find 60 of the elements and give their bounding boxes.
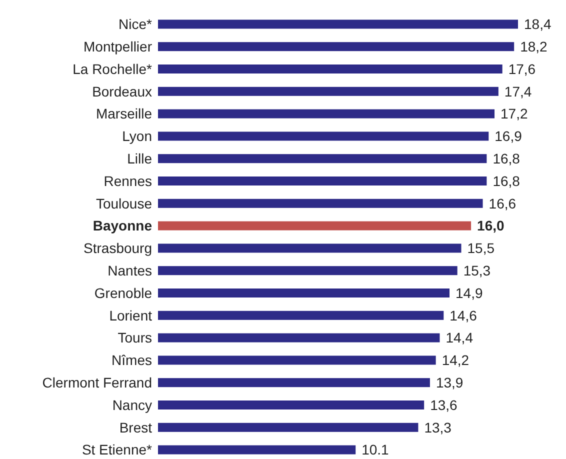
bar xyxy=(158,422,418,432)
y-tick-label: St Etienne* xyxy=(82,442,153,458)
data-label: 10.1 xyxy=(362,442,390,458)
bar xyxy=(158,445,356,454)
y-tick-label: Strasbourg xyxy=(84,240,152,256)
bar xyxy=(158,288,450,298)
y-tick-label: Lorient xyxy=(109,307,152,324)
y-tick-label: Nantes xyxy=(108,262,152,278)
y-tick-label: Nîmes xyxy=(112,352,152,368)
y-tick-label: Bordeaux xyxy=(92,83,152,100)
data-label: 16,0 xyxy=(477,218,505,234)
data-label: 16,8 xyxy=(492,172,520,189)
bar xyxy=(158,400,424,410)
data-label: 16,6 xyxy=(488,195,516,212)
y-tick-label: Grenoble xyxy=(94,284,152,301)
data-label: 15,3 xyxy=(463,262,491,278)
data-label: 14,9 xyxy=(456,284,483,301)
y-tick-label: Toulouse xyxy=(96,195,152,212)
y-tick-label: Montpellier xyxy=(84,38,152,54)
bar xyxy=(158,64,502,74)
bar xyxy=(158,42,514,52)
y-tick-label: Lille xyxy=(127,150,152,166)
y-tick-label: La Rochelle* xyxy=(72,60,153,77)
bar xyxy=(158,244,462,253)
data-label: 16,9 xyxy=(494,128,522,144)
y-tick-label: Marseille xyxy=(96,106,152,122)
data-label: 16,8 xyxy=(492,150,520,166)
data-label: 18,4 xyxy=(524,16,552,32)
y-tick-label: Clermont Ferrand xyxy=(42,374,152,390)
data-label: 17,4 xyxy=(504,83,532,100)
y-tick-label: Nice* xyxy=(118,16,153,32)
data-label: 18,2 xyxy=(520,38,548,54)
y-tick-label: Brest xyxy=(119,419,152,436)
y-tick-label: Lyon xyxy=(122,128,152,144)
data-label: 13,6 xyxy=(430,396,458,413)
bar xyxy=(158,132,489,141)
bar xyxy=(158,310,444,320)
data-label: 15,5 xyxy=(467,240,495,256)
data-label: 17,6 xyxy=(508,60,536,77)
data-label: 14,4 xyxy=(446,330,474,346)
bar xyxy=(158,221,472,230)
data-label: 17,2 xyxy=(500,106,528,122)
data-label: 14,2 xyxy=(442,352,470,368)
data-label: 13,3 xyxy=(424,419,452,436)
bar xyxy=(158,109,495,118)
bar xyxy=(158,154,487,164)
bar xyxy=(158,198,483,208)
bar xyxy=(158,266,458,276)
data-label: 14,6 xyxy=(450,307,478,324)
y-tick-label: Nancy xyxy=(112,396,152,413)
bar xyxy=(158,20,518,29)
y-tick-label: Tours xyxy=(118,330,152,346)
bar xyxy=(158,176,487,186)
y-tick-label: Bayonne xyxy=(92,218,152,234)
y-tick-label: Rennes xyxy=(104,172,152,189)
bar xyxy=(158,378,430,388)
data-label: 13,9 xyxy=(436,374,464,390)
bar xyxy=(158,333,440,342)
bar xyxy=(158,356,436,365)
bar xyxy=(158,86,498,96)
